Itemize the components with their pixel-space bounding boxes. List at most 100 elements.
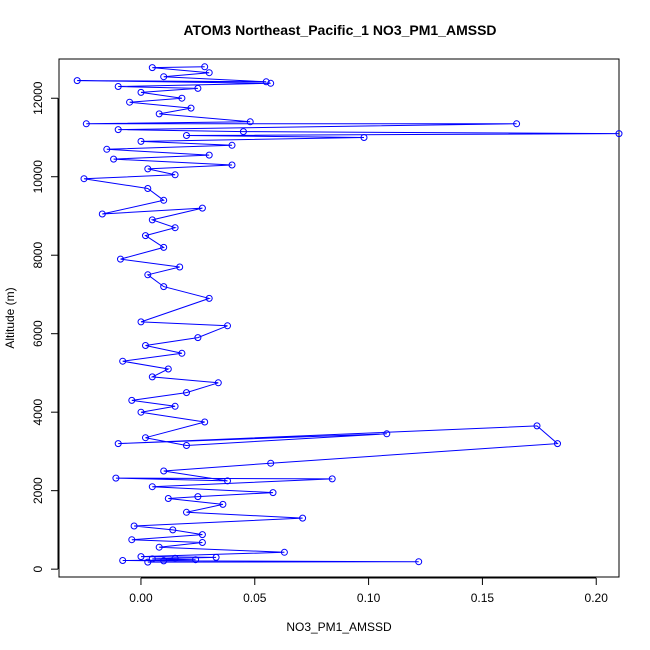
data-point [137,553,145,561]
x-axis: 0.00 0.05 0.10 0.15 0.20 [129,577,608,605]
data-point [171,171,179,179]
data-point [280,548,288,556]
y-tick-label: 8000 [31,242,45,269]
data-point [169,526,177,534]
data-point [194,493,202,501]
data-point [246,118,254,126]
data-point [160,557,168,565]
data-point [415,558,423,566]
data-point [224,477,231,485]
data-point [164,495,172,502]
data-point [239,128,247,136]
y-tick-label: 4000 [31,399,45,426]
data-point [615,130,623,138]
y-axis: 0 2000 4000 6000 8000 10000 12000 [31,81,59,572]
data-point [144,558,152,566]
y-tick-label: 0 [31,565,45,572]
data-point [148,555,156,563]
data-point [144,271,152,279]
x-tick-label: 0.15 [471,591,495,605]
data-point [137,88,145,96]
series-layer [73,63,623,566]
data-point [267,79,275,87]
data-point [160,73,168,81]
data-point [98,210,106,218]
data-point [148,483,156,491]
data-point [119,557,127,564]
data-point [130,522,138,530]
y-tick-label: 10000 [31,160,45,194]
x-tick-label: 0.05 [243,591,267,605]
data-point [383,430,391,438]
plot-frame [58,58,620,578]
data-point [533,422,541,430]
data-point [119,357,127,365]
data-point [103,145,111,153]
data-point [198,539,206,546]
data-point [171,224,179,232]
data-point [554,440,561,448]
data-point [155,543,163,551]
data-point [262,78,270,86]
data-point [183,132,190,139]
data-point [214,379,222,387]
data-point [114,440,122,448]
data-point [128,536,136,544]
x-axis-label: NO3_PM1_AMSSD [286,620,392,634]
data-point [160,243,168,251]
data-point [228,161,236,169]
data-point [148,216,156,224]
y-tick-label: 12000 [31,81,45,115]
data-point [198,204,206,212]
data-point [328,475,336,483]
data-point [114,126,122,134]
data-point [194,84,202,92]
data-point [183,389,190,397]
data-point [144,185,152,192]
data-point [513,120,521,128]
data-point [126,98,134,106]
data-point [178,349,186,357]
data-point [155,110,163,118]
data-point [219,500,227,508]
data-point [194,334,202,342]
data-point [112,474,120,482]
data-point [205,294,213,302]
data-point [142,434,149,442]
data-point [114,83,122,90]
y-axis-label: Altitude (m) [3,287,17,348]
data-point [137,137,145,145]
data-point [178,94,186,102]
data-point [148,64,156,72]
data-point [160,283,168,291]
data-point [171,554,179,562]
data-point [128,396,136,404]
x-tick-label: 0.00 [129,591,153,605]
data-point [160,196,168,204]
data-point [198,531,206,539]
data-point [212,553,220,561]
data-point [201,418,209,426]
data-point [360,134,368,141]
series-line [77,66,620,563]
data-point [299,514,307,522]
data-point [187,104,195,112]
data-point [73,77,81,85]
data-point [142,342,149,349]
data-point [80,175,88,183]
data-point [205,151,213,159]
data-point [82,120,90,128]
data-point [269,489,277,497]
data-point [224,322,231,330]
chart-title: ATOM3 Northeast_Pacific_1 NO3_PM1_AMSSD [183,22,496,38]
data-point [148,373,156,381]
y-tick-label: 6000 [31,320,45,347]
data-point [267,459,275,467]
data-point [137,408,145,416]
data-point [171,402,179,410]
x-tick-label: 0.10 [357,591,381,605]
data-point [228,141,236,149]
data-point [183,508,190,516]
